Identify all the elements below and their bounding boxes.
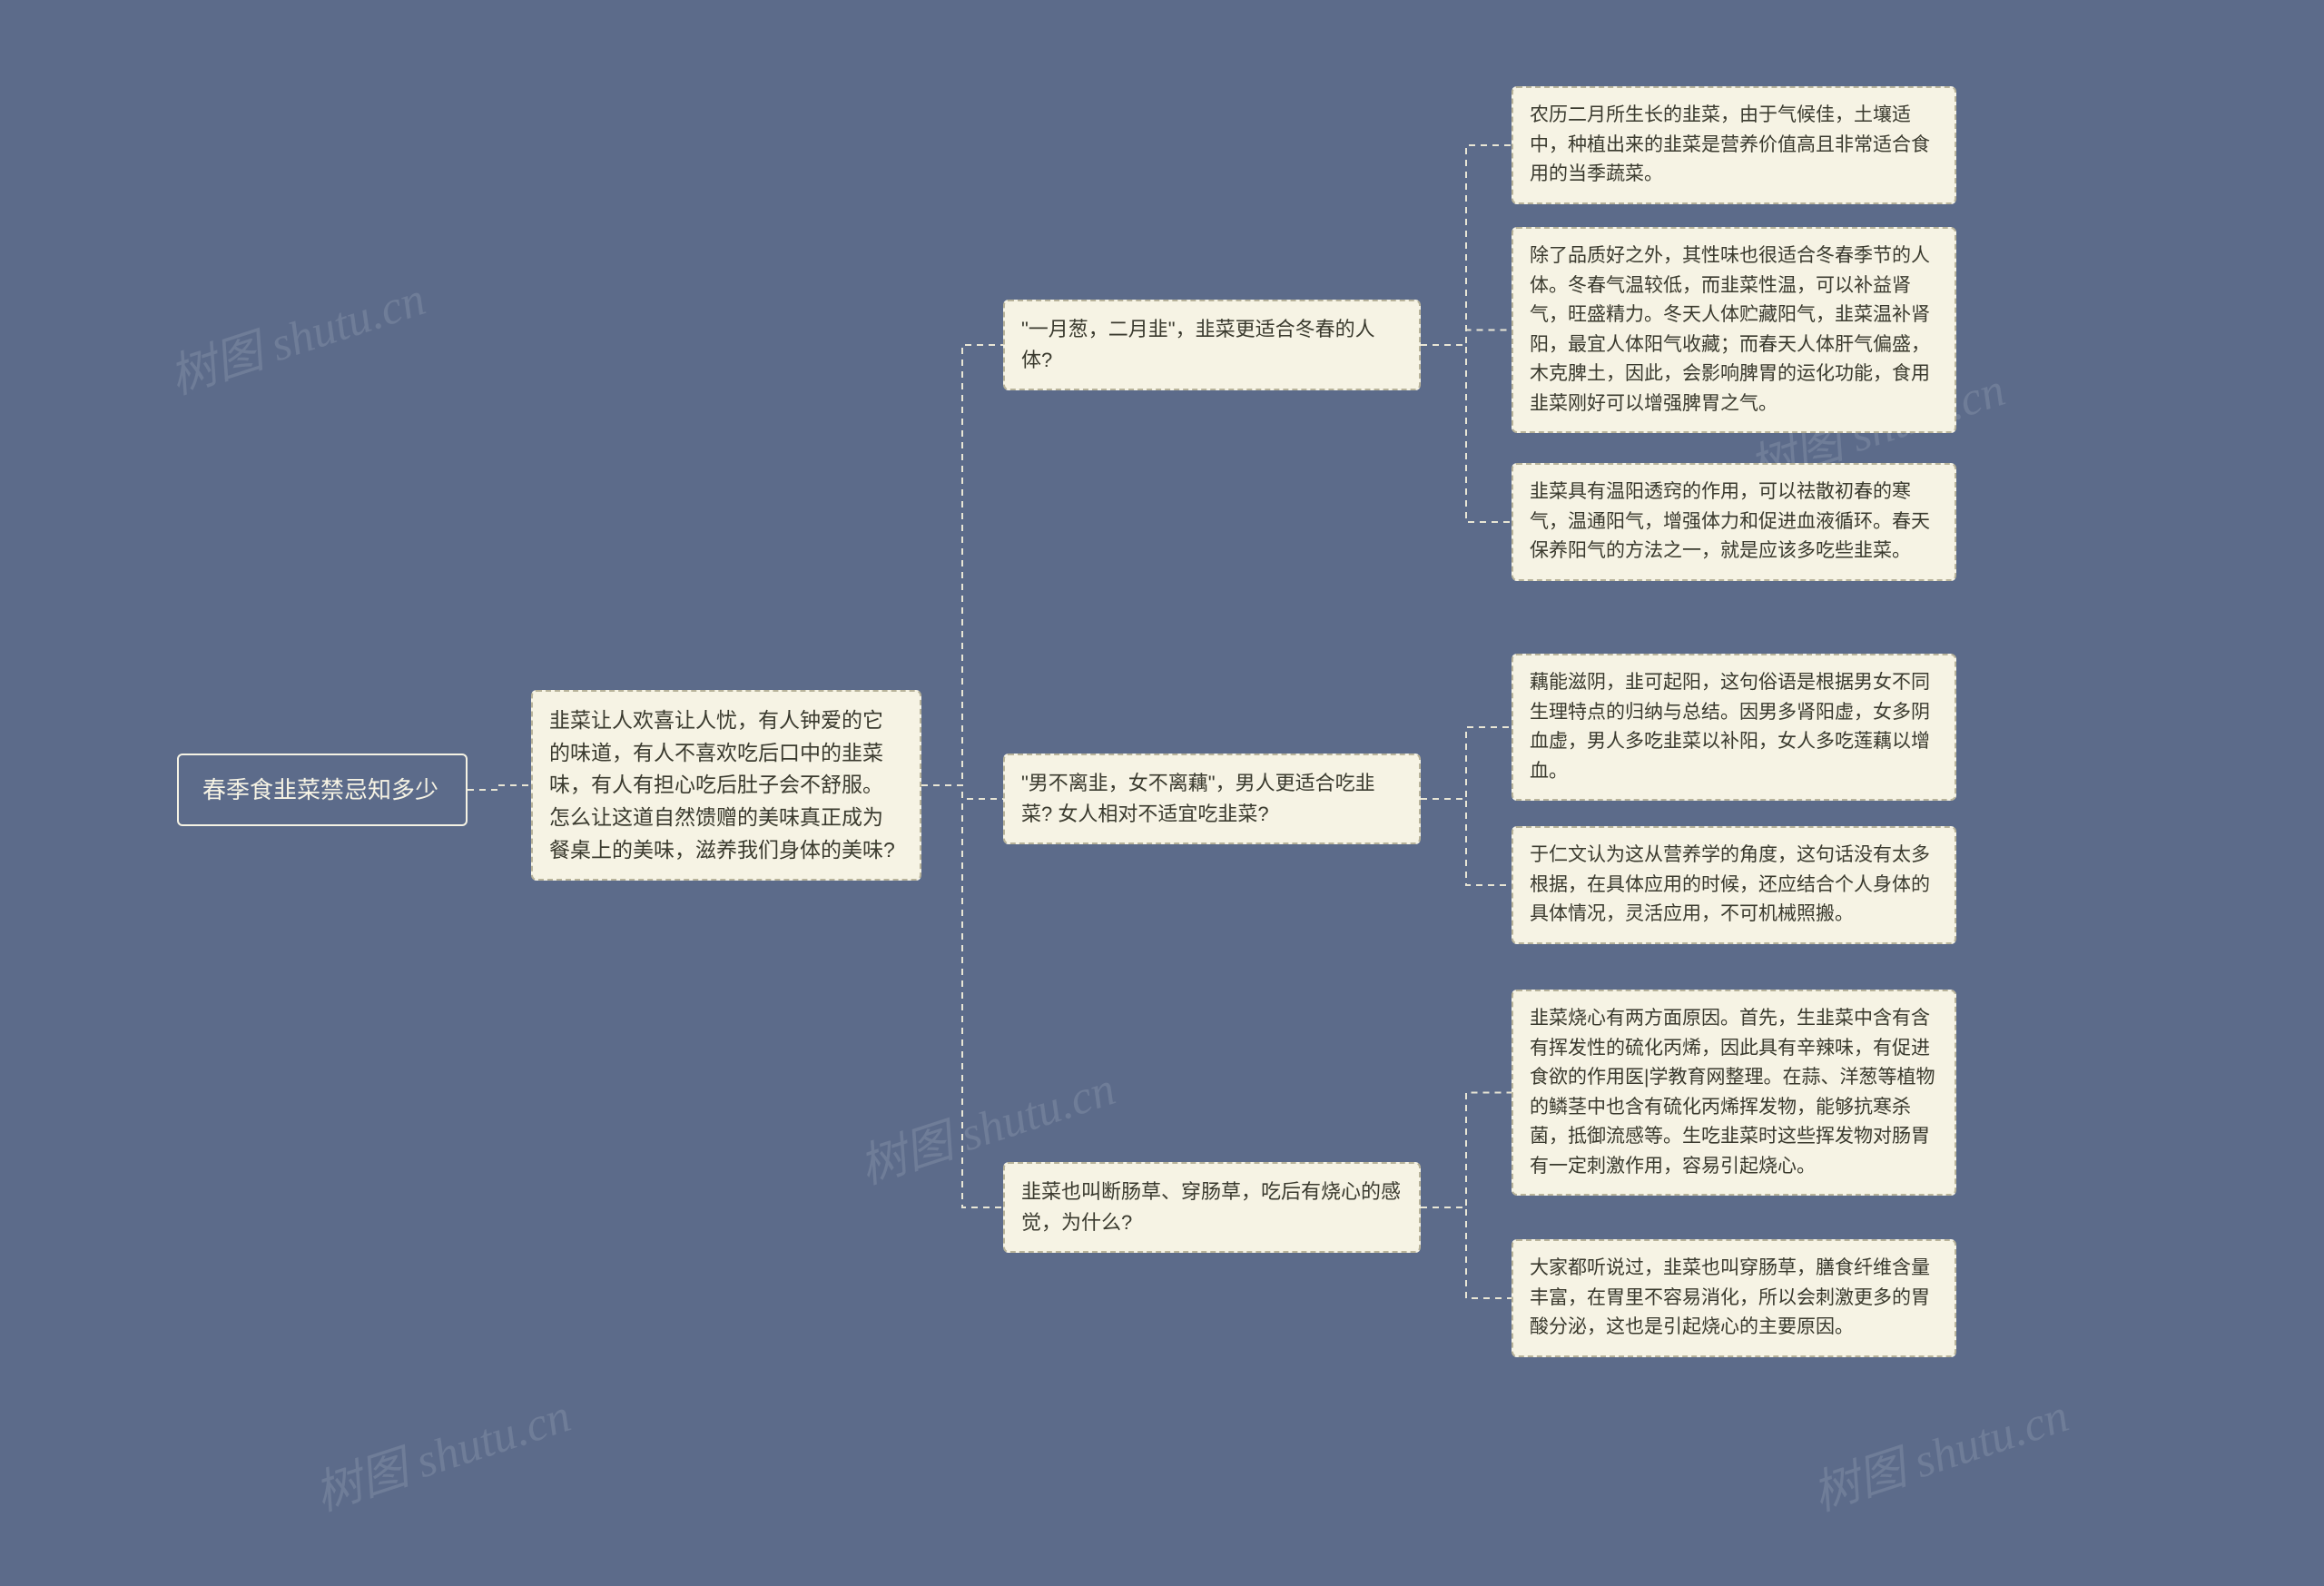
mindmap-leaf: 韭菜具有温阳透窍的作用，可以祛散初春的寒气，温通阳气，增强体力和促进血液循环。春…	[1512, 463, 1956, 581]
mindmap-leaf: 藕能滋阴，韭可起阳，这句俗语是根据男女不同生理特点的归纳与总结。因男多肾阳虚，女…	[1512, 654, 1956, 801]
mindmap-root: 春季食韭菜禁忌知多少	[177, 754, 468, 826]
mindmap-leaf: 大家都听说过，韭菜也叫穿肠草，膳食纤维含量丰富，在胃里不容易消化，所以会刺激更多…	[1512, 1239, 1956, 1357]
watermark: 树图 shutu.cn	[1803, 1377, 2076, 1523]
watermark: 树图 shutu.cn	[305, 1377, 578, 1523]
mindmap-node-q2: "男不离韭，女不离藕"，男人更适合吃韭菜? 女人相对不适宜吃韭菜?	[1003, 754, 1421, 844]
watermark: 树图 shutu.cn	[160, 261, 433, 407]
mindmap-leaf: 除了品质好之外，其性味也很适合冬春季节的人体。冬春气温较低，而韭菜性温，可以补益…	[1512, 227, 1956, 433]
mindmap-leaf: 于仁文认为这从营养学的角度，这句话没有太多根据，在具体应用的时候，还应结合个人身…	[1512, 826, 1956, 944]
mindmap-leaf: 农历二月所生长的韭菜，由于气候佳，土壤适中，种植出来的韭菜是营养价值高且非常适合…	[1512, 86, 1956, 204]
mindmap-node-q1: "一月葱，二月韭"，韭菜更适合冬春的人体?	[1003, 300, 1421, 390]
mindmap-node-q3: 韭菜也叫断肠草、穿肠草，吃后有烧心的感觉，为什么?	[1003, 1162, 1421, 1253]
mindmap-leaf: 韭菜烧心有两方面原因。首先，生韭菜中含有含有挥发性的硫化丙烯，因此具有辛辣味，有…	[1512, 990, 1956, 1196]
mindmap-node-intro: 韭菜让人欢喜让人忧，有人钟爱的它的味道，有人不喜欢吃后口中的韭菜味，有人有担心吃…	[531, 690, 921, 881]
